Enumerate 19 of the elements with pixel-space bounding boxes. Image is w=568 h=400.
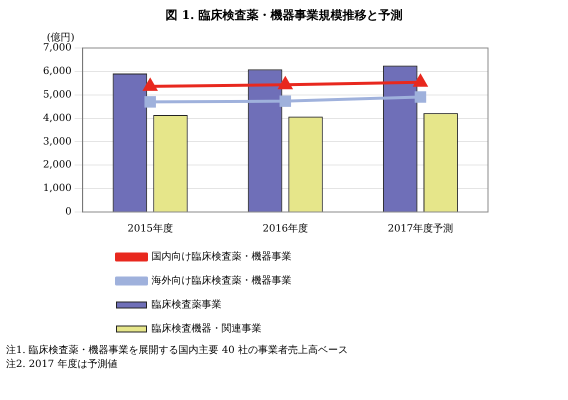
legend-label: 海外向け臨床検査薬・機器事業	[152, 274, 412, 287]
y-tick-label: 7,000	[42, 42, 72, 54]
y-tick-label: 3,000	[42, 136, 72, 148]
legend-label: 臨床検査薬事業	[152, 298, 412, 311]
text: 注1. 臨床検査薬・機器事業を展開する国内主要 40 社の事業者売上高ベース	[6, 344, 349, 358]
x-tick-label: 2015年度	[127, 222, 173, 235]
legend-label: 臨床検査機器・関連事業	[152, 322, 412, 335]
y-tick-label: 6,000	[42, 66, 72, 78]
x-tick-label: 2016年度	[262, 222, 308, 235]
y-tick-label: 1,000	[42, 183, 72, 194]
chart-title: 図 1. 臨床検査薬・機器事業規模推移と予測	[164, 7, 404, 24]
y-tick-label: 0	[65, 206, 72, 218]
y-tick-label: 5,000	[42, 89, 72, 100]
x-tick-label: 2017年度予測	[388, 222, 454, 235]
text: 注2. 2017 年度は予測値	[6, 358, 118, 372]
y-tick-label: 2,000	[42, 160, 72, 171]
y-axis-title: (億円)	[46, 32, 75, 44]
y-tick-label: 4,000	[42, 112, 72, 124]
legend-label: 国内向け臨床検査薬・機器事業	[152, 250, 412, 263]
